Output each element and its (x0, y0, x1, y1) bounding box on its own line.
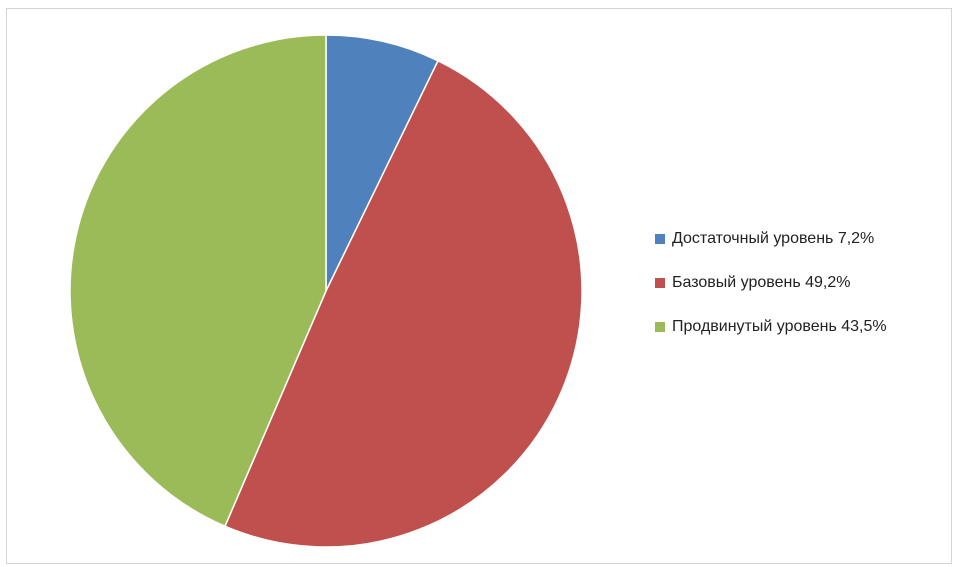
legend-label-bazovy: Базовый уровень 49,2% (672, 274, 851, 291)
legend-item-bazovy: Базовый уровень 49,2% (655, 272, 887, 294)
legend-item-dostatochny: Достаточный уровень 7,2% (655, 228, 887, 250)
pie-slice-bazovy (223, 59, 583, 548)
pie-slice-dostatochny (325, 34, 440, 292)
pie-slice-prodvinuty (69, 34, 327, 528)
legend: Достаточный уровень 7,2% Базовый уровень… (655, 228, 887, 360)
legend-item-prodvinuty: Продвинутый уровень 43,5% (655, 316, 887, 338)
legend-swatch-dostatochny (655, 234, 665, 244)
legend-swatch-prodvinuty (655, 322, 665, 332)
legend-label-dostatochny: Достаточный уровень 7,2% (672, 230, 875, 247)
legend-label-prodvinuty: Продвинутый уровень 43,5% (672, 318, 887, 335)
legend-swatch-bazovy (655, 278, 665, 288)
